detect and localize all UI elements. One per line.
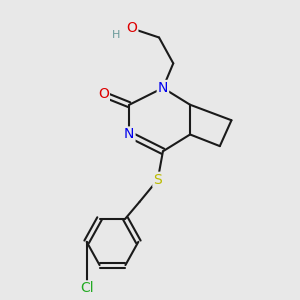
Text: O: O (127, 21, 137, 35)
Text: Cl: Cl (80, 281, 94, 296)
Text: O: O (98, 87, 109, 101)
Text: H: H (112, 30, 121, 40)
Text: N: N (158, 81, 168, 95)
Text: N: N (124, 128, 134, 142)
Text: S: S (153, 173, 162, 187)
